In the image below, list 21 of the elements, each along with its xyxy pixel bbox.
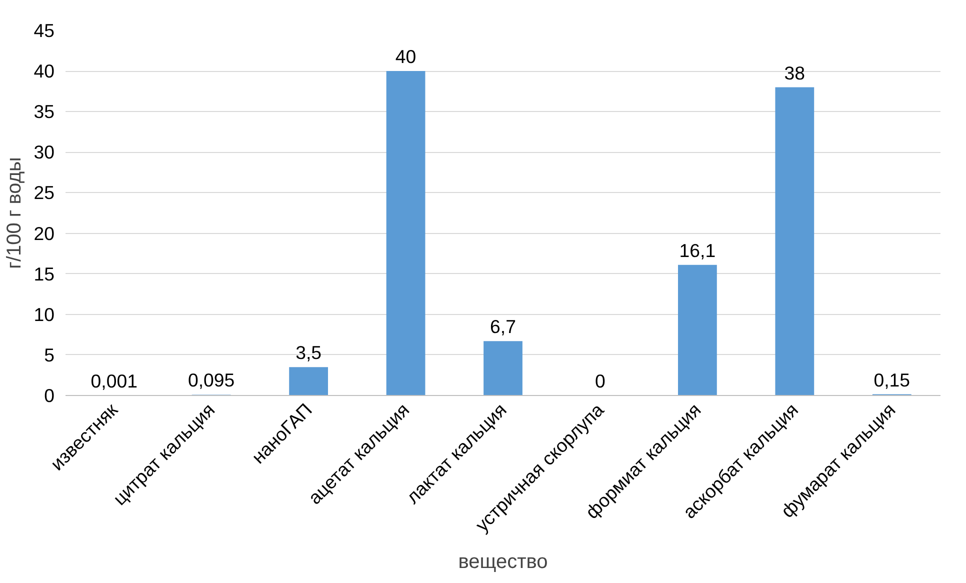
y-tick-label: 40 bbox=[34, 60, 55, 82]
data-label: 16,1 bbox=[679, 240, 716, 261]
y-tick-label: 10 bbox=[34, 304, 55, 325]
data-label: 0,095 bbox=[188, 370, 235, 391]
data-label: 0 bbox=[595, 370, 606, 392]
data-label: 3,5 bbox=[296, 342, 322, 364]
data-label: 6,7 bbox=[490, 316, 516, 338]
y-tick-label: 25 bbox=[34, 182, 55, 204]
data-label: 0,001 bbox=[90, 370, 138, 392]
data-label: 38 bbox=[784, 62, 806, 84]
y-tick-label: 0 bbox=[44, 385, 55, 406]
data-label: 0,15 bbox=[874, 369, 910, 390]
y-tick-label: 20 bbox=[34, 222, 55, 244]
y-tick-label: 15 bbox=[34, 263, 55, 284]
y-tick-label: 5 bbox=[44, 344, 55, 366]
y-tick-label: 35 bbox=[34, 101, 55, 122]
y-tick-label: 30 bbox=[34, 142, 55, 163]
data-label: 40 bbox=[395, 46, 416, 68]
y-tick-label: 45 bbox=[34, 20, 55, 41]
y-axis-title: г/100 г воды bbox=[4, 157, 26, 269]
x-axis-title: вещество bbox=[458, 550, 548, 573]
